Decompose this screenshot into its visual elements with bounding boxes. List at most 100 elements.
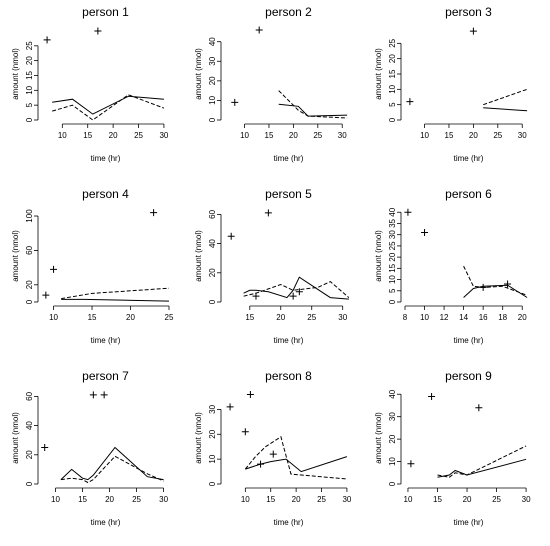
series-line-solid <box>483 107 528 112</box>
series-line-solid <box>60 446 164 481</box>
x-tick-label: 25 <box>165 313 174 322</box>
x-axis-label: time (hr) <box>91 336 121 345</box>
y-tick-label: 30 <box>208 404 217 413</box>
series-line-dashed <box>243 281 350 298</box>
x-tick-label: 15 <box>83 131 92 140</box>
x-tick-label: 15 <box>433 495 442 504</box>
panel-9: person 9 0 10 20 30 40 amount (nmol) 10 15 20 25 30… <box>374 369 531 527</box>
data-point-cross <box>269 450 277 458</box>
y-tick-label: 15 <box>388 69 397 78</box>
y-tick-label: 30 <box>388 230 397 239</box>
y-tick-label: 0 <box>25 299 34 304</box>
data-point-cross <box>50 265 58 273</box>
data-point-cross <box>150 209 158 217</box>
panel-title: person 3 <box>445 5 492 19</box>
data-point-cross <box>421 228 429 236</box>
x-tick-label: 20 <box>518 313 527 322</box>
x-tick-label: 25 <box>317 495 326 504</box>
data-point-cross <box>469 27 477 35</box>
x-tick-label: 20 <box>105 495 114 504</box>
y-tick-label: 35 <box>388 218 397 227</box>
x-axis-label: time (hr) <box>454 154 484 163</box>
x-tick-label: 15 <box>445 131 454 140</box>
y-axis-label: amount (nmol) <box>11 412 20 464</box>
x-tick-label: 15 <box>266 495 275 504</box>
y-axis-label: amount (nmol) <box>194 230 203 282</box>
series-line-dashed <box>52 94 165 121</box>
y-tick-label: 5 <box>388 288 397 293</box>
panel-5: person 5 0 20 40 60 amount (nmol) 15 20 25 30 time… <box>194 187 350 345</box>
x-tick-label: 10 <box>49 313 58 322</box>
panel-title: person 7 <box>82 369 129 383</box>
y-tick-label: 10 <box>25 85 34 94</box>
panel-title: person 4 <box>82 187 129 201</box>
y-tick-label: 20 <box>388 252 397 261</box>
data-point-cross <box>241 428 249 436</box>
panel-3: person 3 0 5 10 15 20 25 amount (nmol) 10 15 20 25 3… <box>374 5 528 163</box>
y-tick-label: 15 <box>25 70 34 79</box>
y-tick-label: 10 <box>208 454 217 463</box>
y-tick-label: 40 <box>388 207 397 216</box>
x-tick-label: 20 <box>289 131 298 140</box>
data-point-cross <box>89 391 97 399</box>
data-point-cross <box>42 291 50 299</box>
y-tick-label: 0 <box>388 481 397 486</box>
x-tick-label: 25 <box>132 495 141 504</box>
series-line-solid <box>52 95 164 115</box>
y-tick-label: 100 <box>25 209 34 223</box>
data-point-cross <box>231 98 239 106</box>
y-tick-label: 30 <box>388 412 397 421</box>
data-point-cross <box>475 404 483 412</box>
y-tick-label: 0 <box>208 299 217 304</box>
x-tick-label: 18 <box>498 313 507 322</box>
x-axis-label: time (hr) <box>274 336 304 345</box>
panel-6: person 6 0 5 10 15 20 25 30 35 40 amount (nmol) 8 10… <box>374 187 528 345</box>
y-axis-label: amount (nmol) <box>194 412 203 464</box>
series-line-solid <box>278 103 348 117</box>
y-tick-label: 40 <box>388 389 397 398</box>
x-tick-label: 8 <box>403 313 408 322</box>
x-tick-label: 25 <box>493 131 502 140</box>
x-tick-label: 25 <box>134 131 143 140</box>
y-tick-label: 0 <box>388 299 397 304</box>
series-line-solid <box>245 456 348 473</box>
y-tick-label: 10 <box>388 84 397 93</box>
data-point-cross <box>289 292 297 300</box>
panel-title: person 1 <box>82 5 129 19</box>
y-tick-label: 30 <box>208 56 217 65</box>
x-tick-label: 10 <box>58 131 67 140</box>
data-point-cross <box>252 292 260 300</box>
series-line-solid <box>437 458 527 478</box>
y-tick-label: 20 <box>25 280 34 289</box>
series-line-dashed <box>60 455 164 484</box>
data-point-cross <box>246 390 254 398</box>
x-tick-label: 10 <box>241 495 250 504</box>
x-tick-label: 30 <box>159 495 168 504</box>
y-tick-label: 20 <box>25 56 34 65</box>
x-tick-label: 10 <box>404 495 413 504</box>
data-point-cross <box>43 36 51 44</box>
data-point-cross <box>504 280 512 288</box>
y-tick-label: 0 <box>208 481 217 486</box>
x-tick-label: 15 <box>245 313 254 322</box>
x-axis-label: time (hr) <box>274 518 304 527</box>
x-tick-label: 10 <box>240 131 249 140</box>
x-tick-label: 30 <box>338 131 347 140</box>
y-tick-label: 10 <box>388 275 397 284</box>
y-tick-label: 40 <box>208 37 217 46</box>
panel-7: person 7 0 20 40 60 amount (nmol) 10 15 20 25 30 ti… <box>11 369 169 527</box>
y-tick-label: 60 <box>25 391 34 400</box>
y-tick-label: 40 <box>25 421 34 430</box>
x-tick-label: 30 <box>338 313 347 322</box>
y-tick-label: 60 <box>25 245 34 254</box>
data-point-cross <box>407 460 415 468</box>
series-line-dashed <box>483 88 528 106</box>
data-point-cross <box>406 98 414 106</box>
x-axis-label: time (hr) <box>91 518 121 527</box>
data-point-cross <box>41 443 49 451</box>
x-tick-label: 15 <box>88 313 97 322</box>
x-tick-label: 12 <box>440 313 449 322</box>
x-tick-label: 30 <box>342 495 351 504</box>
panel-2: person 2 0 10 20 30 40 amount (nmol) 10 15 20 25 30… <box>194 5 347 163</box>
